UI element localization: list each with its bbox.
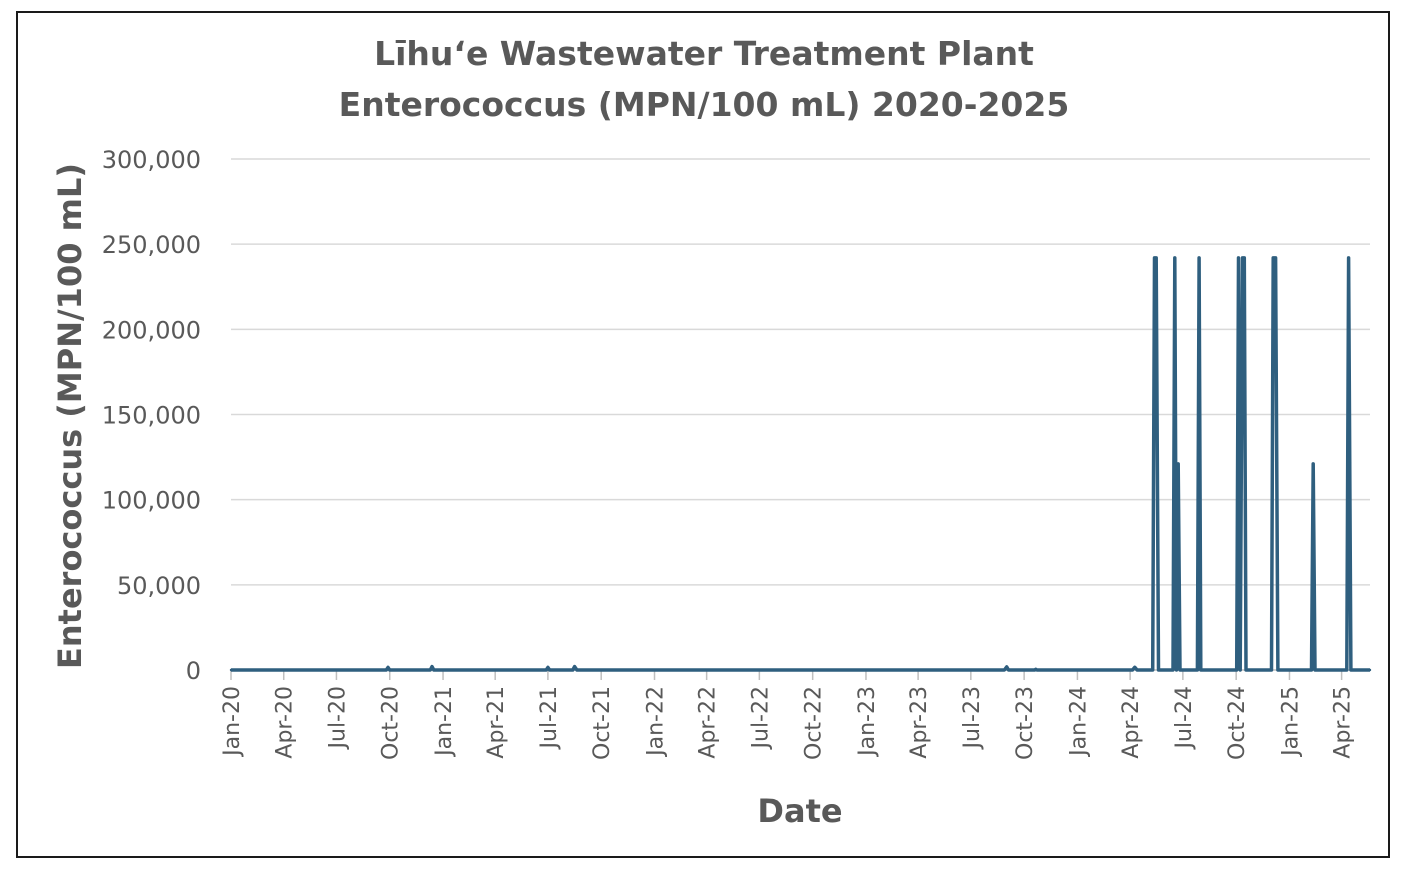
x-tick-label: Jan-21	[432, 686, 457, 758]
chart-title-line-1: Līhuʻe Wastewater Treatment Plant	[374, 34, 1034, 73]
data-point	[1347, 256, 1350, 260]
chart-title-line-2: Enterococcus (MPN/100 mL) 2020-2025	[339, 85, 1070, 124]
x-tick-label: Oct-22	[802, 686, 827, 760]
data-point	[1345, 668, 1349, 672]
data-point	[573, 665, 576, 668]
y-tick-label: 250,000	[102, 231, 201, 259]
x-tick-label: Oct-20	[379, 686, 404, 760]
data-point	[430, 665, 434, 668]
data-point	[386, 666, 390, 669]
data-point	[1005, 665, 1008, 669]
data-point	[1153, 256, 1156, 260]
data-point	[385, 668, 388, 672]
data-point	[1239, 668, 1242, 672]
y-tick-label: 100,000	[102, 487, 201, 515]
data-point	[1007, 668, 1010, 672]
data-point	[1135, 668, 1139, 672]
x-tick-label: Jul-22	[748, 686, 773, 750]
data-point	[1157, 668, 1160, 672]
data-point	[1173, 256, 1176, 260]
x-tick-label: Jul-24	[1172, 686, 1197, 750]
data-point	[571, 668, 575, 672]
x-axis-ticks: Jan-20 Apr-20 Jul-20 Oct-20 Jan-21 Apr-21 Jul-…	[220, 669, 1370, 760]
data-point	[1133, 666, 1136, 669]
data-point	[1241, 256, 1244, 260]
x-tick-label: Jan-20	[220, 686, 245, 758]
x-tick-label: Apr-20	[273, 686, 298, 759]
data-point	[1161, 668, 1164, 672]
y-tick-label: 300,000	[102, 146, 201, 174]
data-point	[1035, 668, 1039, 672]
x-tick-label: Apr-22	[696, 686, 721, 759]
data-point	[1349, 668, 1353, 672]
x-tick-label: Apr-24	[1119, 686, 1144, 759]
data-point	[1276, 668, 1280, 672]
x-tick-label: Jan-24	[1066, 686, 1091, 758]
x-tick-label: Oct-21	[590, 686, 615, 760]
data-point	[1151, 668, 1154, 672]
data-point	[546, 666, 550, 669]
x-tick-label: Apr-23	[907, 686, 932, 759]
data-point	[548, 668, 551, 672]
data-point	[429, 668, 432, 672]
data-point	[1274, 256, 1277, 260]
x-tick-label: Apr-25	[1331, 686, 1356, 759]
data-point	[1177, 462, 1180, 466]
data-point	[1278, 668, 1281, 672]
x-tick-label: Jan-25	[1278, 686, 1303, 758]
data-point	[1235, 668, 1238, 672]
y-axis-ticks: 0 50,000 100,000 150,000 200,000 250,000 300,0…	[102, 146, 201, 685]
x-tick-label: Jul-23	[960, 686, 985, 750]
x-tick-label: Jul-21	[537, 686, 562, 750]
data-point	[1270, 668, 1273, 672]
x-tick-label: Jan-22	[644, 686, 669, 758]
data-point	[432, 668, 435, 672]
x-tick-label: Jul-20	[325, 686, 350, 750]
data-point	[1247, 668, 1250, 672]
x-tick-label: Apr-21	[484, 686, 509, 759]
data-point	[1155, 256, 1158, 260]
data-point	[229, 668, 233, 672]
data-point	[1171, 668, 1175, 672]
data-point	[1313, 668, 1317, 672]
data-point	[1312, 462, 1315, 466]
data-point	[1175, 668, 1178, 672]
y-axis-title: Enterococcus (MPN/100 mL)	[51, 163, 89, 669]
x-axis-title: Date	[757, 792, 842, 830]
y-tick-label: 150,000	[102, 402, 201, 430]
series-layer	[229, 256, 1372, 672]
y-tick-label: 50,000	[117, 572, 201, 600]
x-tick-label: Jan-23	[855, 686, 880, 758]
x-tick-label: Oct-23	[1013, 686, 1038, 760]
data-point	[1197, 256, 1201, 260]
data-point	[1196, 668, 1199, 672]
data-point	[1131, 668, 1134, 672]
series-line	[231, 256, 1370, 672]
data-point	[1003, 668, 1006, 672]
data-point	[1199, 668, 1203, 672]
data-point	[1244, 668, 1248, 672]
data-point	[1237, 256, 1240, 260]
data-point	[1178, 668, 1182, 672]
chart-frame	[16, 11, 1390, 858]
data-point	[1310, 668, 1313, 672]
data-point	[544, 668, 548, 672]
x-tick-label: Oct-24	[1225, 686, 1250, 760]
y-tick-label: 0	[186, 657, 201, 685]
data-point	[388, 668, 391, 672]
data-point	[1272, 256, 1275, 260]
data-point	[575, 668, 579, 672]
y-tick-label: 200,000	[102, 316, 201, 344]
data-point	[1368, 668, 1372, 672]
data-point	[1243, 256, 1246, 260]
